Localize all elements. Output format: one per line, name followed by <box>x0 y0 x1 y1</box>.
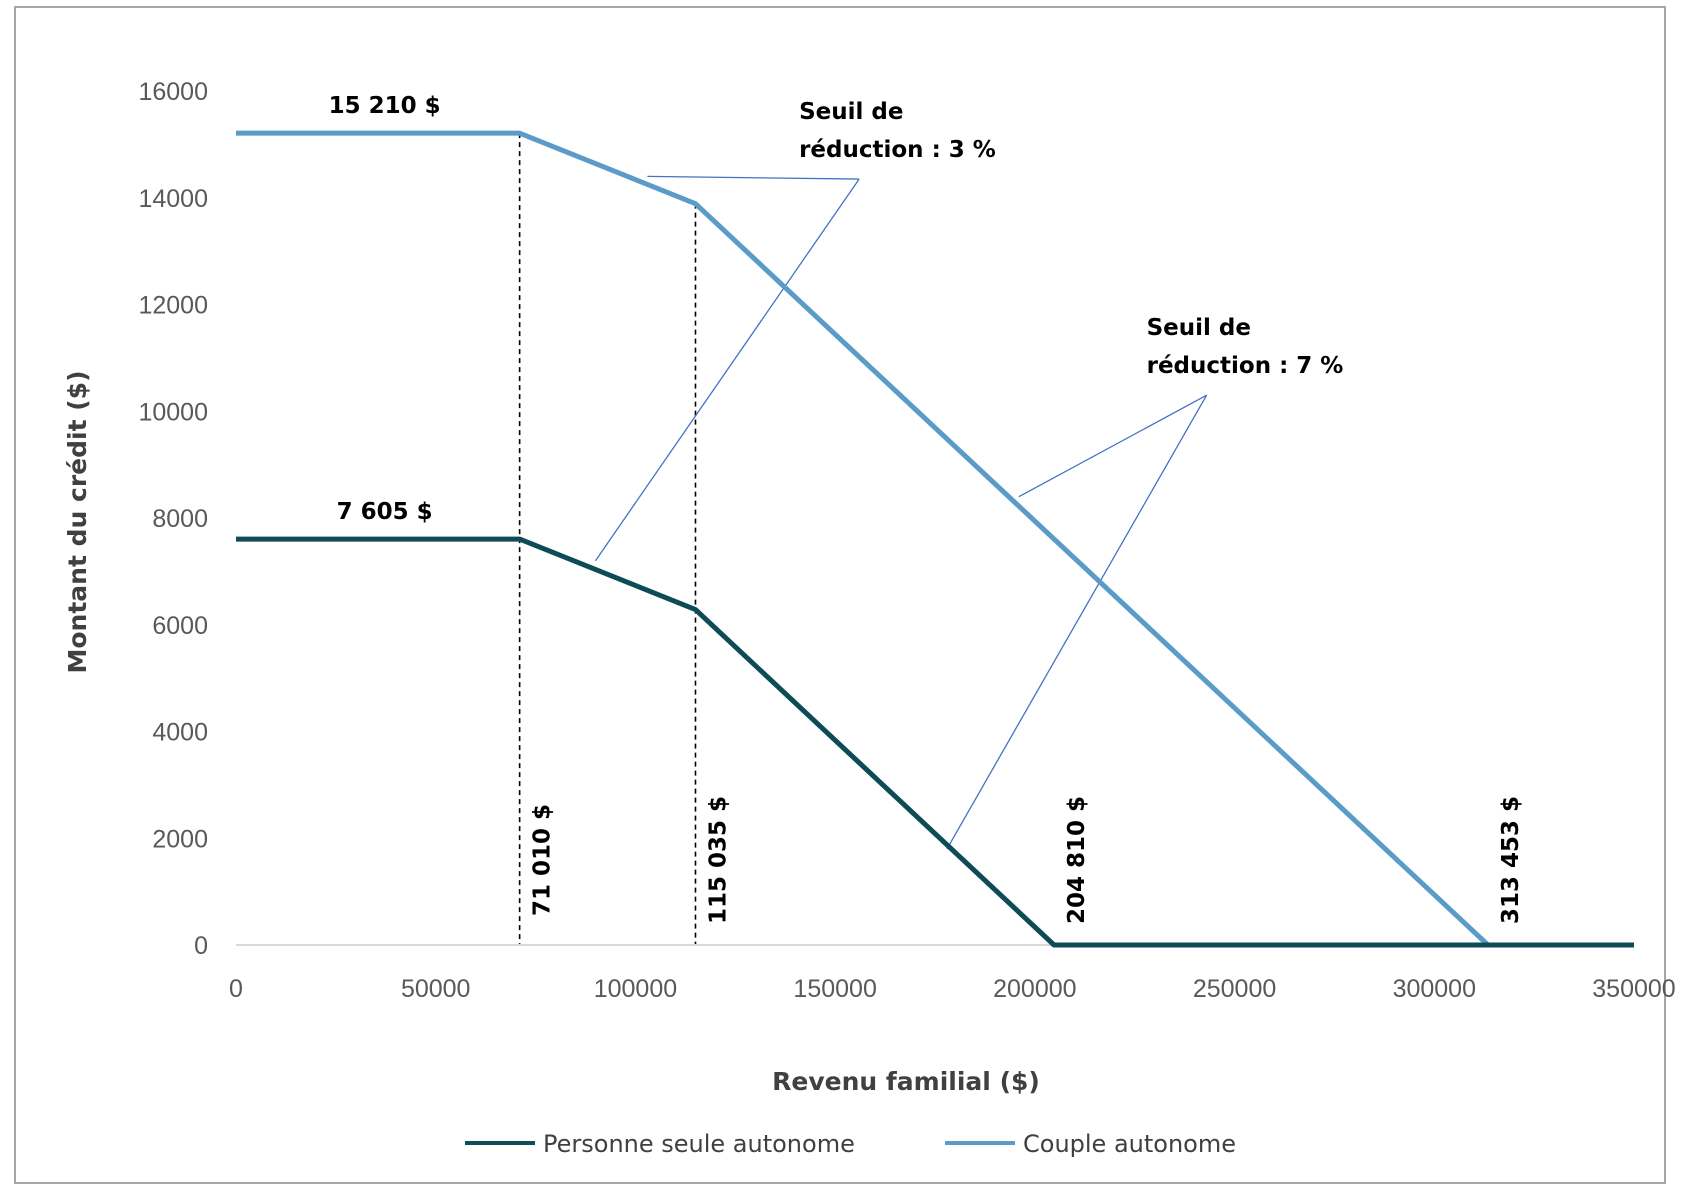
callout-leader-line <box>647 175 860 180</box>
callout-lines <box>594 175 1208 850</box>
y-tick-label: 16000 <box>138 78 208 106</box>
y-tick-label: 10000 <box>138 398 208 426</box>
callout-labels: Seuil de réduction : 3 % Seuil de réduction… <box>799 99 1343 379</box>
income-threshold-label: 313 453 $ <box>1498 796 1524 924</box>
callout-label-line: Seuil de <box>1147 315 1251 341</box>
callout-leader-line <box>946 394 1208 850</box>
y-tick-labels: 0 2000 4000 6000 8000 10000 12000 14000 16000 <box>138 78 208 960</box>
legend-label-personne-seule: Personne seule autonome <box>543 1130 855 1158</box>
legend-item-couple[interactable]: Couple autonome <box>945 1130 1236 1158</box>
income-threshold-label: 71 010 $ <box>530 804 556 916</box>
legend-label-couple: Couple autonome <box>1023 1130 1236 1158</box>
value-labels: 15 210 $ 7 605 $ 71 010 $ 115 035 $ 204 810 … <box>329 93 1524 924</box>
x-tick-label: 250000 <box>1193 975 1276 1003</box>
plateau-value-label: 15 210 $ <box>329 93 441 119</box>
callout-label-line: réduction : 7 % <box>1147 353 1344 379</box>
series-lines <box>236 130 1634 948</box>
x-tick-label: 100000 <box>594 975 677 1003</box>
chart-frame <box>14 6 1666 1184</box>
x-tick-label: 350000 <box>1592 975 1675 1003</box>
plateau-value-label: 7 605 $ <box>337 499 433 525</box>
y-tick-label: 2000 <box>152 825 208 853</box>
callout-leader-line <box>1018 394 1207 498</box>
legend: Personne seule autonome Couple autonome <box>465 1130 1236 1158</box>
x-tick-label: 0 <box>229 975 243 1003</box>
x-tick-label: 200000 <box>993 975 1076 1003</box>
callout-leader-line <box>594 178 860 562</box>
income-threshold-label: 204 810 $ <box>1064 796 1090 924</box>
y-tick-label: 4000 <box>152 719 208 747</box>
x-tick-labels: 0 50000 100000 150000 200000 250000 300000 3500… <box>229 975 1676 1003</box>
y-tick-label: 6000 <box>152 612 208 640</box>
income-threshold-label: 115 035 $ <box>705 796 731 924</box>
x-axis-title: Revenu familial ($) <box>772 1067 1040 1096</box>
x-tick-label: 150000 <box>793 975 876 1003</box>
y-tick-label: 14000 <box>138 185 208 213</box>
y-tick-label: 12000 <box>138 292 208 320</box>
callout-label-line: Seuil de <box>799 99 903 125</box>
x-tick-label: 50000 <box>401 975 471 1003</box>
series-line-personne-seule[interactable] <box>236 536 1634 948</box>
y-tick-label: 8000 <box>152 505 208 533</box>
legend-item-personne-seule[interactable]: Personne seule autonome <box>465 1130 855 1158</box>
y-axis-title: Montant du crédit ($) <box>63 371 92 674</box>
callout-label-line: réduction : 3 % <box>799 137 996 163</box>
y-tick-label: 0 <box>194 932 208 960</box>
x-tick-label: 300000 <box>1393 975 1476 1003</box>
